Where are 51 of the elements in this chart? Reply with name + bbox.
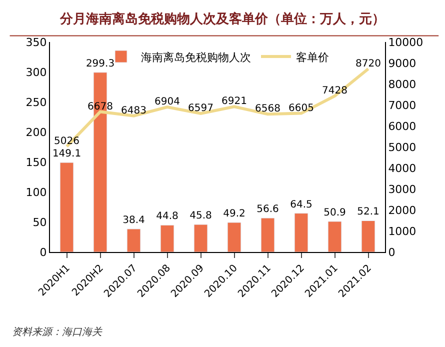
data-label: 38.4 bbox=[122, 214, 145, 226]
data-label: 6568 bbox=[255, 104, 280, 115]
bar bbox=[60, 162, 74, 252]
y-tick-label: 100 bbox=[26, 186, 47, 199]
y2-tick-label: 10000 bbox=[388, 36, 424, 49]
bar bbox=[328, 221, 342, 252]
y2-tick-label: 1000 bbox=[388, 224, 416, 238]
bar bbox=[294, 213, 308, 252]
y-tick-label: 200 bbox=[26, 126, 47, 139]
data-label: 6904 bbox=[154, 96, 180, 108]
data-label: 50.9 bbox=[324, 207, 346, 218]
data-label: 299.3 bbox=[86, 58, 115, 70]
bar bbox=[194, 224, 208, 252]
data-label: 6597 bbox=[188, 102, 214, 114]
data-label: 6921 bbox=[222, 96, 247, 108]
y-tick-label: 350 bbox=[26, 36, 47, 49]
y2-tick-label: 5000 bbox=[388, 140, 416, 154]
data-label: 45.8 bbox=[190, 210, 212, 222]
legend-label: 客单价 bbox=[296, 50, 329, 64]
y2-tick-label: 7000 bbox=[388, 98, 416, 112]
chart-title: 分月海南离岛免税购物人次及客单价（单位：万人，元） bbox=[59, 10, 385, 27]
bar bbox=[260, 218, 275, 252]
data-label: 8720 bbox=[356, 58, 381, 70]
data-label: 6483 bbox=[121, 105, 146, 116]
text: 资料来源：海口海关 bbox=[12, 326, 103, 338]
y2-tick-label: 2000 bbox=[388, 204, 416, 217]
y-tick-label: 50 bbox=[32, 216, 47, 229]
data-label: 149.1 bbox=[52, 148, 82, 160]
data-label: 49.2 bbox=[223, 208, 246, 220]
legend-label: 海南离岛免税购物人次 bbox=[141, 50, 251, 64]
y-tick-label: 0 bbox=[40, 246, 47, 259]
data-label: 64.5 bbox=[290, 199, 312, 210]
bar bbox=[126, 228, 141, 252]
data-label: 6605 bbox=[288, 102, 314, 114]
y-tick-label: 250 bbox=[26, 96, 47, 109]
data-label: 44.8 bbox=[156, 211, 178, 222]
data-label: 5026 bbox=[54, 136, 80, 147]
bar bbox=[227, 222, 242, 252]
data-label: 7428 bbox=[322, 86, 348, 97]
y2-tick-label: 9000 bbox=[388, 56, 416, 70]
y2-tick-label: 4000 bbox=[388, 162, 416, 175]
y2-tick-label: 0 bbox=[388, 246, 396, 259]
y-tick-label: 300 bbox=[26, 66, 47, 79]
y2-tick-label: 3000 bbox=[388, 182, 416, 196]
bar bbox=[361, 220, 376, 252]
y2-tick-label: 6000 bbox=[388, 120, 416, 133]
y2-tick-label: 8000 bbox=[388, 78, 416, 91]
bar bbox=[160, 224, 174, 252]
data-label: 52.1 bbox=[357, 206, 380, 218]
y-tick-label: 150 bbox=[26, 156, 47, 169]
data-label: 56.6 bbox=[256, 204, 279, 216]
